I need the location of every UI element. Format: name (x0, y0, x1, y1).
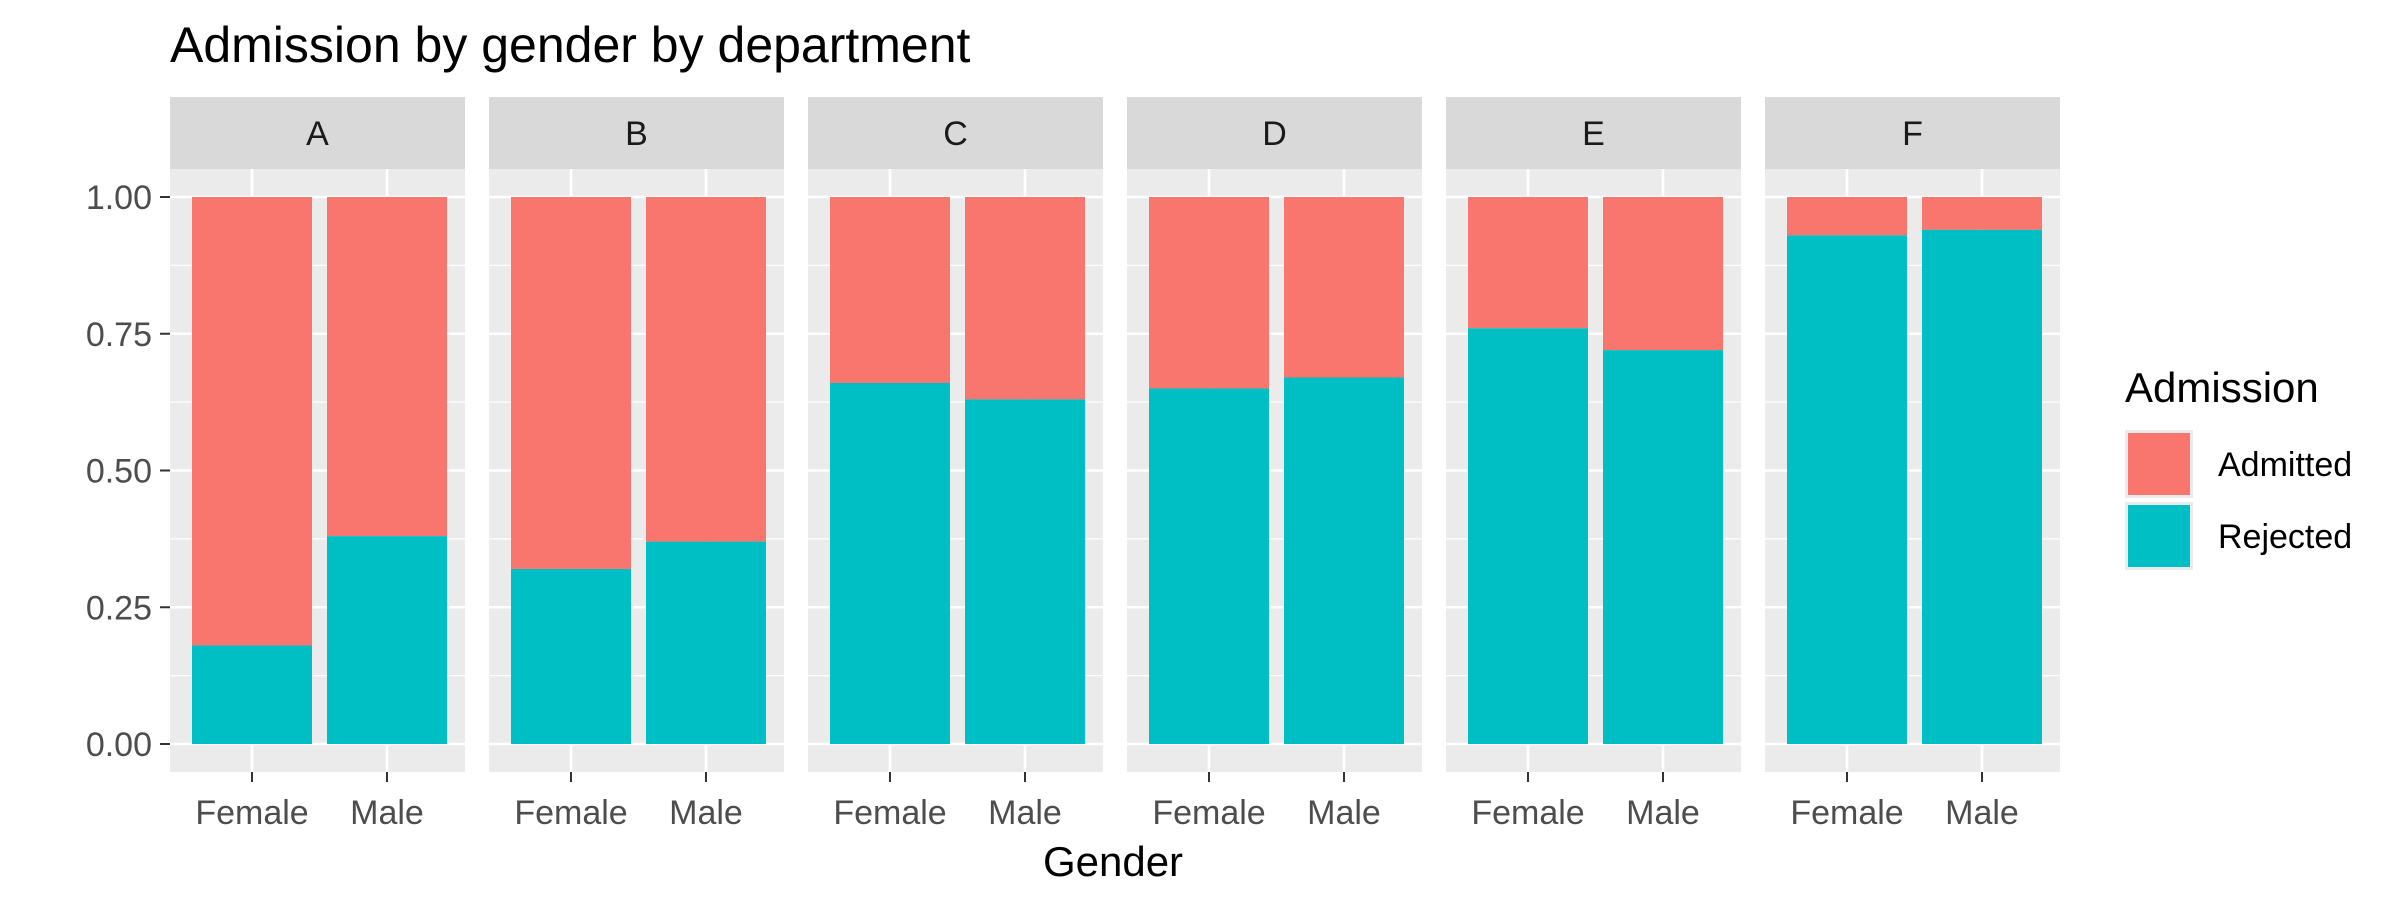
facet-panel-A: A Female Male (170, 97, 465, 832)
facet-panel-D: D Female Male (1127, 97, 1422, 832)
bar-admitted-E-male (1603, 197, 1723, 351)
bar-rejected-E-male (1603, 350, 1723, 744)
facet-strip-label: C (943, 115, 968, 153)
x-tick-label: Male (1626, 794, 1700, 832)
bar-rejected-B-female (511, 568, 631, 744)
bar-rejected-D-female (1149, 388, 1269, 744)
bar-rejected-A-male (327, 536, 447, 744)
bar-admitted-D-female (1149, 197, 1269, 389)
x-tick-label: Female (1471, 794, 1584, 832)
facet-strip (489, 97, 784, 169)
bar-rejected-A-female (192, 645, 312, 744)
legend: Admission Admitted Rejected (2125, 364, 2352, 570)
legend-key-admitted (2128, 433, 2190, 495)
bar-rejected-B-male (646, 541, 766, 744)
facet-strip (1765, 97, 2060, 169)
legend-label-admitted: Admitted (2218, 446, 2352, 484)
x-tick-label: Female (1790, 794, 1903, 832)
facet-panel-B: B Female Male (489, 97, 784, 832)
bar-admitted-A-male (327, 197, 447, 537)
facet-panel-E: E Female Male (1446, 97, 1741, 832)
facet-strip (170, 97, 465, 169)
bar-rejected-D-male (1284, 377, 1404, 744)
facet-strip (808, 97, 1103, 169)
facet-strip-label: E (1582, 115, 1605, 153)
facet-panel-F: F Female Male (1765, 97, 2060, 832)
bar-rejected-C-female (830, 382, 950, 744)
bar-rejected-C-male (965, 399, 1085, 744)
bar-admitted-F-female (1787, 197, 1907, 236)
facet-strip (1446, 97, 1741, 169)
bar-admitted-F-male (1922, 197, 2042, 230)
bar-admitted-D-male (1284, 197, 1404, 378)
facet-panels: A Female Male B Female Male C Female Male D Female… (170, 97, 2060, 832)
bar-admitted-B-male (646, 197, 766, 542)
bar-admitted-B-female (511, 197, 631, 569)
bar-rejected-F-female (1787, 235, 1907, 745)
legend-title: Admission (2125, 364, 2319, 411)
x-tick-label: Female (195, 794, 308, 832)
facet-panel-C: C Female Male (808, 97, 1103, 832)
x-tick-label: Male (350, 794, 424, 832)
x-tick-label: Male (1945, 794, 2019, 832)
y-tick-label: 0.50 (86, 453, 152, 491)
facet-strip-label: B (625, 115, 648, 153)
bar-rejected-E-female (1468, 328, 1588, 744)
y-tick-label: 0.75 (86, 316, 152, 354)
bar-admitted-E-female (1468, 197, 1588, 329)
y-tick-label: 0.25 (86, 589, 152, 627)
bar-rejected-F-male (1922, 229, 2042, 744)
facet-strip (1127, 97, 1422, 169)
facet-strip-label: F (1902, 115, 1923, 153)
y-tick-label: 0.00 (86, 726, 152, 764)
chart-title: Admission by gender by department (170, 17, 971, 73)
x-tick-label: Male (669, 794, 743, 832)
y-axis: 0.00 0.25 0.50 0.75 1.00 (86, 179, 170, 764)
y-tick-label: 1.00 (86, 179, 152, 217)
bar-admitted-C-male (965, 197, 1085, 400)
legend-key-rejected (2128, 505, 2190, 567)
x-tick-label: Male (988, 794, 1062, 832)
facet-strip-label: A (306, 115, 329, 153)
facet-strip-label: D (1262, 115, 1287, 153)
x-tick-label: Female (833, 794, 946, 832)
x-axis-title: Gender (1043, 838, 1183, 885)
x-tick-label: Female (1152, 794, 1265, 832)
legend-label-rejected: Rejected (2218, 518, 2352, 556)
x-tick-label: Male (1307, 794, 1381, 832)
bar-admitted-A-female (192, 197, 312, 646)
bar-admitted-C-female (830, 197, 950, 383)
x-tick-label: Female (514, 794, 627, 832)
